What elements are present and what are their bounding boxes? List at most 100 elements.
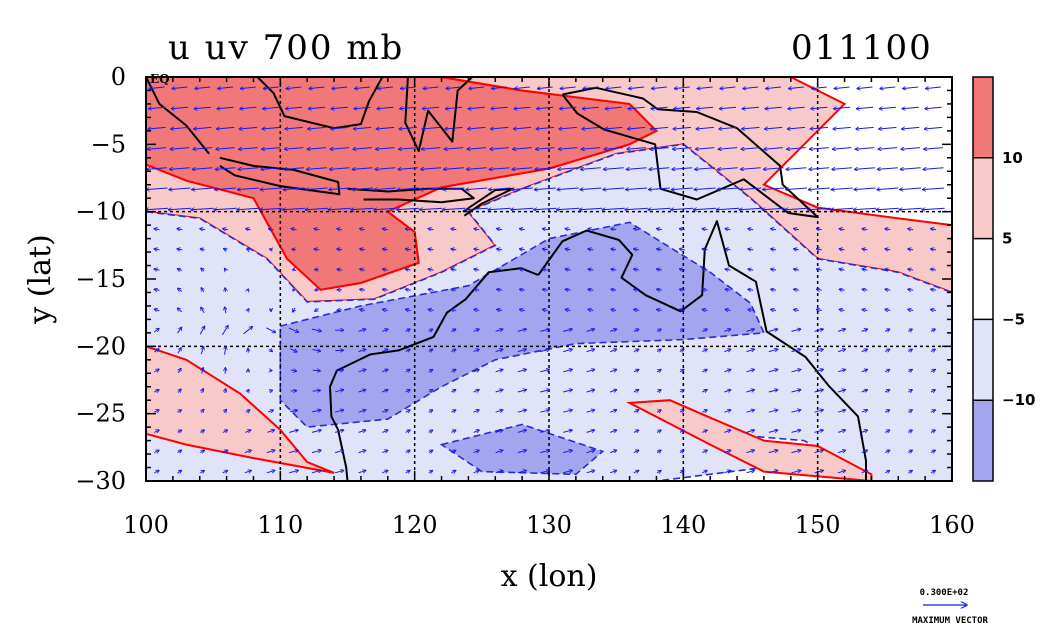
wind-vector [154, 390, 159, 392]
wind-vector [748, 309, 754, 310]
wind-vector [337, 229, 343, 230]
wind-vector [837, 450, 846, 452]
wind-vector [748, 289, 754, 290]
wind-vector [672, 148, 692, 150]
wind-vector [557, 188, 579, 190]
wind-vector [466, 188, 488, 190]
wind-vector [221, 325, 228, 336]
wind-vector [724, 369, 731, 371]
wind-vector [656, 390, 661, 392]
wind-vector [606, 87, 622, 89]
wind-vector [791, 470, 801, 474]
wind-vector [839, 269, 845, 270]
wind-vector [201, 409, 204, 412]
wind-vector [588, 269, 594, 270]
wind-vector [565, 309, 571, 310]
wind-vector [884, 430, 890, 432]
wind-vector [908, 269, 914, 270]
wind-vector [884, 390, 890, 392]
wind-vector [511, 188, 533, 190]
wind-vector [679, 309, 685, 310]
wind-vector [337, 269, 343, 270]
wind-vector [788, 107, 805, 109]
wind-vector [588, 229, 594, 230]
colorbar-level-label: 10 [1002, 149, 1023, 167]
wind-vector [489, 168, 510, 170]
wind-vector [451, 369, 456, 371]
wind-vector [657, 269, 662, 270]
wind-vector [702, 430, 707, 432]
wind-vector [854, 188, 876, 190]
wind-vector [861, 430, 868, 432]
wind-vector [243, 327, 253, 335]
wind-vector [289, 430, 298, 433]
wind-vector [565, 289, 571, 290]
wind-vector [469, 87, 485, 89]
wind-vector [740, 188, 762, 190]
wind-vector [397, 188, 419, 190]
wind-vector [878, 148, 898, 150]
wind-vector [154, 269, 160, 270]
wind-vector [582, 107, 600, 109]
wind-vector [834, 107, 851, 109]
wind-vector [634, 269, 640, 270]
wind-vector [399, 127, 417, 129]
wind-vector [397, 208, 420, 210]
wind-vector [586, 470, 595, 472]
wind-vector [154, 349, 159, 353]
wind-vector [382, 430, 388, 432]
wind-vector [360, 289, 366, 290]
wind-vector [421, 168, 442, 170]
wind-vector [261, 148, 281, 150]
wind-vector [563, 430, 572, 433]
wind-vector [702, 450, 707, 452]
wind-vector [884, 369, 890, 371]
wind-vector [330, 148, 350, 150]
wind-vector [308, 127, 326, 129]
wind-vector [451, 249, 457, 250]
wind-vector [446, 87, 462, 89]
wind-vector [201, 347, 204, 355]
wind-vector [334, 410, 344, 412]
wind-vector [177, 430, 182, 432]
wind-vector [679, 249, 685, 250]
wind-vector [428, 249, 434, 250]
wind-vector [451, 309, 457, 310]
wind-vector [269, 390, 273, 391]
wind-vector [285, 127, 303, 129]
wind-vector [908, 470, 912, 472]
wind-vector [222, 470, 228, 472]
wind-vector [791, 430, 801, 433]
wind-vector [360, 309, 366, 310]
wind-vector [335, 390, 344, 392]
wind-vector [746, 329, 755, 331]
wind-vector [398, 168, 419, 170]
wind-vector [884, 470, 890, 472]
wind-vector [768, 410, 778, 413]
wind-vector [834, 87, 850, 89]
wind-vector [169, 188, 191, 190]
wind-vector [466, 168, 487, 170]
wind-vector [791, 410, 801, 413]
wind-vector [332, 87, 348, 89]
wind-vector [329, 188, 351, 190]
wind-vector [908, 289, 914, 290]
wind-vector [192, 168, 213, 170]
wind-vector [262, 127, 280, 129]
wind-vector [512, 168, 533, 170]
wind-vector [611, 289, 617, 290]
wind-vector [519, 309, 525, 310]
wind-vector [248, 289, 249, 291]
wind-vector [224, 268, 226, 271]
wind-vector [930, 430, 935, 432]
wind-vector [358, 329, 366, 331]
wind-vector [610, 450, 617, 452]
wind-vector [791, 369, 801, 373]
wind-vector [558, 168, 579, 170]
wind-vector [563, 329, 572, 332]
wind-vector [695, 168, 716, 170]
wind-vector [602, 208, 625, 210]
wind-vector [154, 410, 159, 412]
wind-vector [771, 269, 777, 270]
wind-vector [358, 349, 366, 351]
